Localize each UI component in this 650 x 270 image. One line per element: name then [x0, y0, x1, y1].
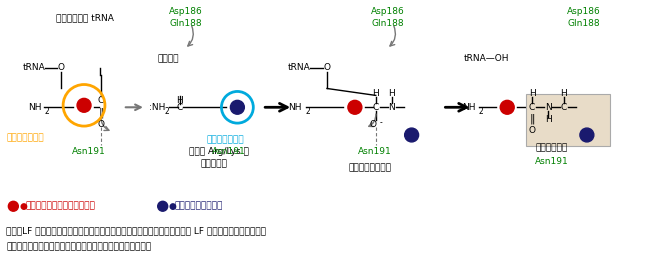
Text: アルギニン／リジン: アルギニン／リジン	[175, 202, 223, 211]
Text: O: O	[369, 120, 376, 129]
Text: 2: 2	[478, 107, 483, 116]
Text: 末端が Arg/Lys の: 末端が Arg/Lys の	[188, 147, 248, 156]
Text: フェニルアラニン／ロイシン: フェニルアラニン／ロイシン	[25, 202, 95, 211]
Text: アミノアシル tRNA: アミノアシル tRNA	[56, 14, 114, 23]
Circle shape	[158, 201, 168, 211]
Text: （緑色）、電子の流れ（灰色の矢印）、水素結合（点線）。: （緑色）、電子の流れ（灰色の矢印）、水素結合（点線）。	[6, 242, 151, 251]
Text: ‖: ‖	[529, 114, 535, 124]
Text: C: C	[561, 103, 567, 112]
Text: H: H	[388, 89, 395, 98]
Text: C: C	[177, 103, 183, 112]
Text: Asp186: Asp186	[169, 7, 202, 16]
Text: Asn191: Asn191	[211, 147, 245, 156]
Text: H: H	[560, 89, 567, 98]
Circle shape	[580, 128, 594, 142]
Text: H: H	[528, 89, 536, 98]
Text: 2: 2	[164, 107, 169, 116]
Text: 図４　LF 転移酵素によるペプチド結合形成反応メカニズム。活性に重要な LF 転移酵素のアミノ酸残基: 図４ LF 転移酵素によるペプチド結合形成反応メカニズム。活性に重要な LF 転…	[6, 227, 266, 235]
Text: 疎水的ポケット: 疎水的ポケット	[6, 133, 44, 143]
Text: tRNA: tRNA	[23, 63, 46, 72]
Text: NH: NH	[28, 103, 41, 112]
Text: ●: ●	[20, 202, 27, 211]
Text: tRNA—OH: tRNA—OH	[463, 54, 509, 63]
Text: Asn191: Asn191	[72, 147, 106, 156]
Text: O: O	[58, 63, 64, 72]
Text: NH: NH	[462, 103, 475, 112]
Text: Asn191: Asn191	[358, 147, 392, 156]
Text: Asp186: Asp186	[371, 7, 404, 16]
Text: H: H	[372, 89, 379, 98]
Text: tRNA: tRNA	[287, 63, 310, 72]
Text: 正四面体中間状態: 正四面体中間状態	[348, 163, 391, 172]
Text: O: O	[528, 126, 536, 134]
Circle shape	[230, 100, 244, 114]
Text: C: C	[372, 103, 379, 112]
Text: :NH: :NH	[149, 103, 165, 112]
Text: ‖: ‖	[98, 108, 104, 119]
FancyBboxPatch shape	[526, 94, 610, 146]
Text: O: O	[98, 120, 105, 129]
Text: O: O	[324, 63, 330, 72]
Circle shape	[77, 98, 91, 112]
Circle shape	[405, 128, 419, 142]
Text: 2: 2	[44, 107, 49, 116]
Text: ●: ●	[168, 202, 177, 211]
Text: N: N	[388, 103, 395, 112]
Circle shape	[8, 201, 18, 211]
Text: NH: NH	[289, 103, 302, 112]
Text: C: C	[98, 96, 104, 105]
Text: C: C	[529, 103, 535, 112]
Text: Gln188: Gln188	[371, 19, 404, 28]
Text: 求核攻撃: 求核攻撃	[158, 54, 179, 63]
Text: 2: 2	[305, 107, 310, 116]
Circle shape	[500, 100, 514, 114]
Text: H: H	[545, 115, 551, 124]
Text: タンパク質: タンパク質	[200, 159, 227, 168]
Text: H: H	[176, 96, 183, 105]
Text: 負電荷ポケット: 負電荷ポケット	[207, 136, 244, 144]
Text: Gln188: Gln188	[567, 19, 600, 28]
Text: -: -	[380, 118, 382, 127]
Text: Gln188: Gln188	[169, 19, 202, 28]
Text: ペプチド結合: ペプチド結合	[536, 143, 568, 152]
Circle shape	[348, 100, 362, 114]
Text: N: N	[545, 103, 551, 112]
Text: Asp186: Asp186	[567, 7, 601, 16]
Text: Asn191: Asn191	[535, 157, 569, 166]
